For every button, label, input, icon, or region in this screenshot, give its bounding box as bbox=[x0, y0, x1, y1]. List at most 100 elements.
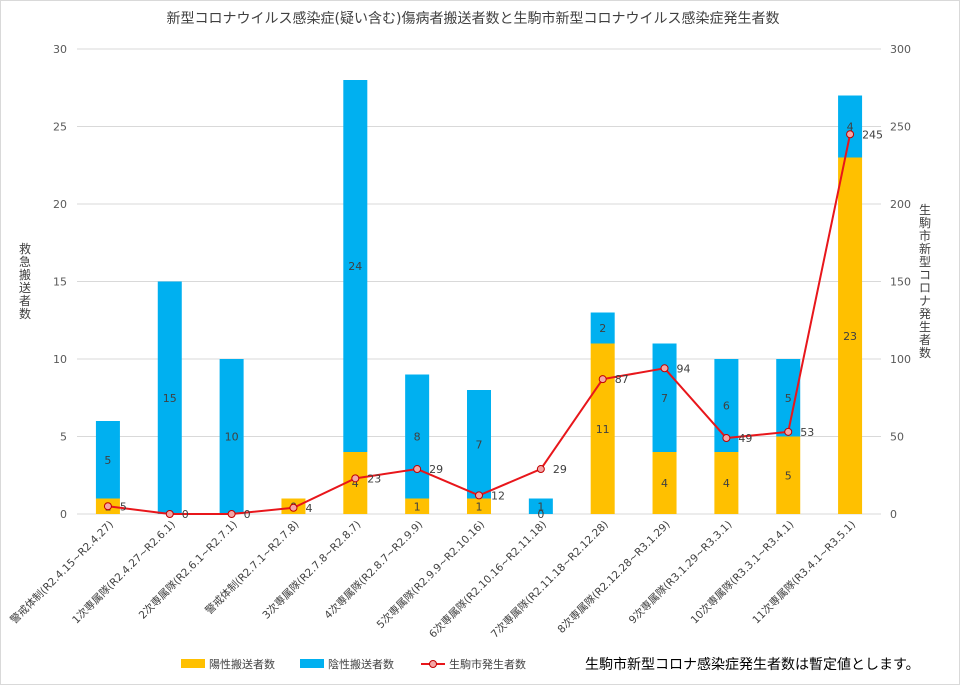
x-category-label: 10次専属隊(R3.3.1~R3.4.1) bbox=[688, 518, 796, 626]
line-point bbox=[722, 434, 731, 443]
bars bbox=[95, 80, 863, 514]
bar-data-label: 4 bbox=[352, 477, 359, 490]
bar-data-label: 4 bbox=[723, 477, 730, 490]
bar-positive bbox=[467, 498, 491, 514]
bar-data-label: 0 bbox=[537, 508, 544, 521]
line-data-label: 0 bbox=[182, 508, 189, 521]
bar-positive bbox=[714, 452, 739, 514]
bar-negative bbox=[405, 374, 430, 499]
y-tick-label: 0 bbox=[60, 508, 67, 521]
line-point bbox=[846, 130, 855, 139]
legend-swatch bbox=[181, 659, 205, 668]
bar-data-label: 8 bbox=[414, 431, 421, 444]
x-category-label: 警戒体制(R2.4.15~R2.4.27) bbox=[8, 518, 116, 626]
y-tick-label: 15 bbox=[53, 276, 67, 289]
x-category-label: 8次専属隊(R2.12.28~R3.1.29) bbox=[555, 518, 673, 636]
x-category-label: 1次専属隊(R2.4.27~R2.6.1) bbox=[69, 518, 177, 626]
line-data-label: 29 bbox=[553, 463, 567, 476]
x-category-label: 6次専属隊(R2.10.16~R2.11.18) bbox=[426, 518, 549, 641]
bar-data-label: 5 bbox=[104, 454, 111, 467]
bar-data-labels: 1515100424181711124746552340 bbox=[104, 121, 857, 522]
bar-data-label: 11 bbox=[596, 423, 610, 436]
legend-label: 陰性搬送者数 bbox=[328, 657, 394, 671]
line-data-label: 94 bbox=[677, 362, 691, 375]
line-data-label: 0 bbox=[244, 508, 251, 521]
bar-positive bbox=[838, 157, 863, 514]
x-category-label: 3次専属隊(R2.7.8~R2.8.7) bbox=[260, 518, 364, 622]
y-tick-label: 10 bbox=[53, 353, 67, 366]
legend-label: 生駒市発生者数 bbox=[449, 657, 526, 671]
bar-negative bbox=[590, 312, 615, 344]
y2-tick-label: 0 bbox=[890, 508, 897, 521]
bar-data-label: 1 bbox=[414, 500, 421, 513]
bar-data-label: 1 bbox=[476, 500, 483, 513]
line-data-label: 4 bbox=[305, 502, 312, 515]
line-point bbox=[413, 465, 422, 474]
y2-tick-label: 100 bbox=[890, 353, 911, 366]
line-point bbox=[598, 375, 607, 384]
bar-data-label: 15 bbox=[163, 392, 177, 405]
line-point bbox=[536, 465, 545, 474]
gridlines bbox=[77, 48, 881, 515]
bar-negative bbox=[343, 80, 368, 452]
y-tick-label: 25 bbox=[53, 121, 67, 134]
line-point bbox=[351, 474, 360, 483]
line-data-label: 245 bbox=[862, 128, 883, 141]
line-data-label: 5 bbox=[120, 500, 127, 513]
y-axis-title: 救急搬送者数 bbox=[19, 241, 31, 321]
y2-axis-ticks: 0 50 100 150 200 250 300 bbox=[890, 43, 911, 521]
bar-positive bbox=[652, 452, 677, 514]
bar-positive bbox=[590, 343, 615, 514]
y-axis-ticks: 0 5 10 15 20 25 30 bbox=[53, 43, 67, 521]
bar-data-label: 4 bbox=[847, 121, 854, 134]
x-category-label: 2次専属隊(R2.6.1~R2.7.1) bbox=[136, 518, 240, 622]
line-point bbox=[784, 427, 793, 436]
y2-tick-label: 300 bbox=[890, 43, 911, 56]
legend-marker bbox=[429, 660, 437, 668]
note-text: 生駒市新型コロナ感染症発生者数は暫定値とします。 bbox=[585, 656, 920, 673]
line-point bbox=[289, 503, 298, 512]
y2-axis-title: 生駒市新型コロナ発生者数 bbox=[919, 203, 931, 360]
y-tick-label: 20 bbox=[53, 198, 67, 211]
bar-data-label: 5 bbox=[785, 469, 792, 482]
line-data-label: 53 bbox=[800, 426, 814, 439]
line-data-label: 12 bbox=[491, 489, 505, 502]
x-category-label: 4次専属隊(R2.8.7~R2.9.9) bbox=[322, 518, 426, 622]
bar-data-label: 23 bbox=[843, 330, 857, 343]
y2-tick-label: 250 bbox=[890, 121, 911, 134]
bar-negative bbox=[95, 421, 120, 499]
x-category-label: 7次専属隊(R2.11.18~R2.12.28) bbox=[488, 518, 611, 641]
bar-data-label: 4 bbox=[661, 477, 668, 490]
y2-tick-label: 150 bbox=[890, 276, 911, 289]
line-data-label: 29 bbox=[429, 463, 443, 476]
x-category-label: 5次専属隊(R2.9.9~R2.10.16) bbox=[374, 518, 487, 631]
line-point bbox=[165, 510, 174, 518]
bar-data-label: 6 bbox=[723, 400, 730, 413]
bar-negative bbox=[219, 359, 244, 514]
bar-data-label: 1 bbox=[537, 500, 544, 513]
bar-data-label: 5 bbox=[785, 392, 792, 405]
chart-title: 新型コロナウイルス感染症(疑い含む)傷病者搬送者数と生駒市新型コロナウイルス感染… bbox=[167, 10, 780, 27]
legend-swatch bbox=[300, 659, 324, 668]
bar-data-label: 7 bbox=[476, 438, 483, 451]
line-point bbox=[227, 510, 236, 518]
y2-tick-label: 200 bbox=[890, 198, 911, 211]
x-category-label: 9次専属隊(R3.1.29~R3.3.1) bbox=[626, 518, 734, 626]
line-data-label: 87 bbox=[615, 373, 629, 386]
bar-negative bbox=[528, 498, 553, 514]
bar-positive bbox=[405, 498, 430, 514]
y-tick-label: 30 bbox=[53, 43, 67, 56]
bar-data-label: 7 bbox=[661, 392, 668, 405]
legend-label: 陽性搬送者数 bbox=[209, 657, 275, 671]
bar-negative bbox=[467, 390, 491, 499]
bar-data-label: 2 bbox=[599, 322, 606, 335]
x-axis-categories: 警戒体制(R2.4.15~R2.4.27)1次専属隊(R2.4.27~R2.6.… bbox=[8, 518, 859, 641]
bar-negative bbox=[838, 95, 863, 158]
line-point bbox=[103, 502, 112, 511]
y2-tick-label: 50 bbox=[890, 431, 904, 444]
line-point bbox=[475, 491, 483, 500]
x-category-label: 11次専属隊(R3.4.1~R3.5.1) bbox=[750, 518, 858, 626]
bar-negative bbox=[157, 281, 182, 514]
